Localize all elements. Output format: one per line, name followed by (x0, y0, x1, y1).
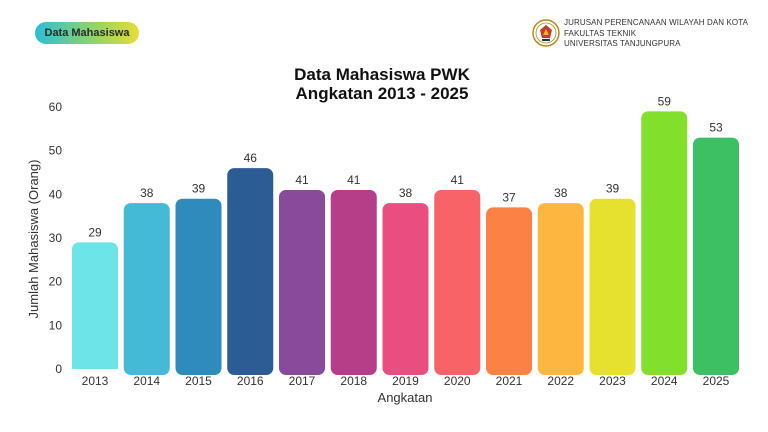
x-tick-label-2018: 2018 (340, 374, 367, 388)
chart-title-line-2: Angkatan 2013 - 2025 (296, 84, 469, 103)
x-tick-label-2022: 2022 (547, 374, 574, 388)
data-mahasiswa-badge: Data Mahasiswa (35, 22, 139, 44)
data-label-2023: 39 (606, 182, 620, 196)
bar-2014 (123, 203, 170, 375)
institution-line-3: UNIVERSITAS TANJUNGPURA (564, 39, 681, 48)
bar-2022 (537, 203, 584, 375)
x-tick-label-2017: 2017 (289, 374, 316, 388)
university-seal-icon (532, 19, 560, 47)
data-label-2021: 37 (502, 190, 516, 204)
x-tick-label-2015: 2015 (185, 374, 212, 388)
data-label-2024: 59 (658, 94, 672, 108)
y-axis-label: Jumlah Mahasiswa (Orang) (26, 160, 41, 319)
bar-2018 (330, 189, 377, 375)
bar-2024 (641, 111, 688, 375)
y-tick-label: 20 (49, 275, 63, 289)
data-label-2013: 29 (88, 225, 102, 239)
x-tick-label-2024: 2024 (651, 374, 678, 388)
bar-2013 (72, 242, 118, 375)
data-label-2017: 41 (295, 173, 309, 187)
y-tick-label: 10 (49, 318, 63, 332)
data-label-2020: 41 (451, 173, 465, 187)
chart-title-line-1: Data Mahasiswa PWK (294, 65, 470, 84)
x-tick-label-2016: 2016 (237, 374, 264, 388)
institution-line-2: FAKULTAS TEKNIK (564, 28, 637, 38)
x-tick-label-2013: 2013 (82, 374, 109, 388)
institution-header: JURUSAN PERENCANAAN WILAYAH DAN KOTA FAK… (532, 17, 762, 51)
bar-2015 (175, 198, 222, 375)
x-axis-label: Angkatan (378, 390, 433, 405)
x-tick-label-2025: 2025 (703, 374, 730, 388)
bar-2016 (227, 168, 274, 375)
bar-2023 (589, 198, 636, 375)
y-tick-label: 60 (49, 100, 63, 114)
bar-2017 (279, 189, 325, 375)
data-label-2025: 53 (709, 121, 723, 135)
x-tick-label-2023: 2023 (599, 374, 626, 388)
bar-2019 (382, 203, 429, 375)
y-tick-label: 50 (49, 144, 63, 158)
bar-2025 (693, 137, 739, 375)
data-label-2018: 41 (347, 173, 361, 187)
x-tick-label-2021: 2021 (496, 374, 523, 388)
x-tick-label-2020: 2020 (444, 374, 471, 388)
data-label-2022: 38 (554, 186, 568, 200)
bar-2021 (486, 207, 532, 375)
data-label-2014: 38 (140, 186, 154, 200)
data-label-2019: 38 (399, 186, 413, 200)
x-tick-label-2014: 2014 (133, 374, 160, 388)
institution-line-1: JURUSAN PERENCANAAN WILAYAH DAN KOTA (564, 18, 749, 27)
bar-2020 (434, 189, 481, 375)
y-tick-label: 40 (49, 187, 63, 201)
x-tick-label-2019: 2019 (392, 374, 419, 388)
data-label-2016: 46 (244, 151, 258, 165)
y-tick-label: 0 (55, 362, 62, 376)
data-label-2015: 39 (192, 182, 206, 196)
y-tick-label: 30 (49, 231, 63, 245)
